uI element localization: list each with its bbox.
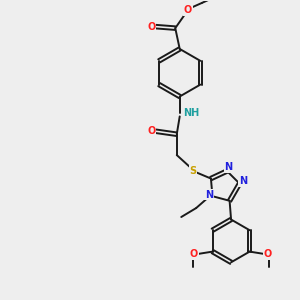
Text: NH: NH [183,108,199,118]
Text: O: O [264,249,272,259]
Text: N: N [205,190,213,200]
Text: O: O [184,5,192,15]
Text: O: O [147,126,156,136]
Text: O: O [190,249,198,259]
Text: O: O [147,22,156,32]
Text: N: N [239,176,247,186]
Text: N: N [224,163,232,172]
Text: S: S [190,166,197,176]
